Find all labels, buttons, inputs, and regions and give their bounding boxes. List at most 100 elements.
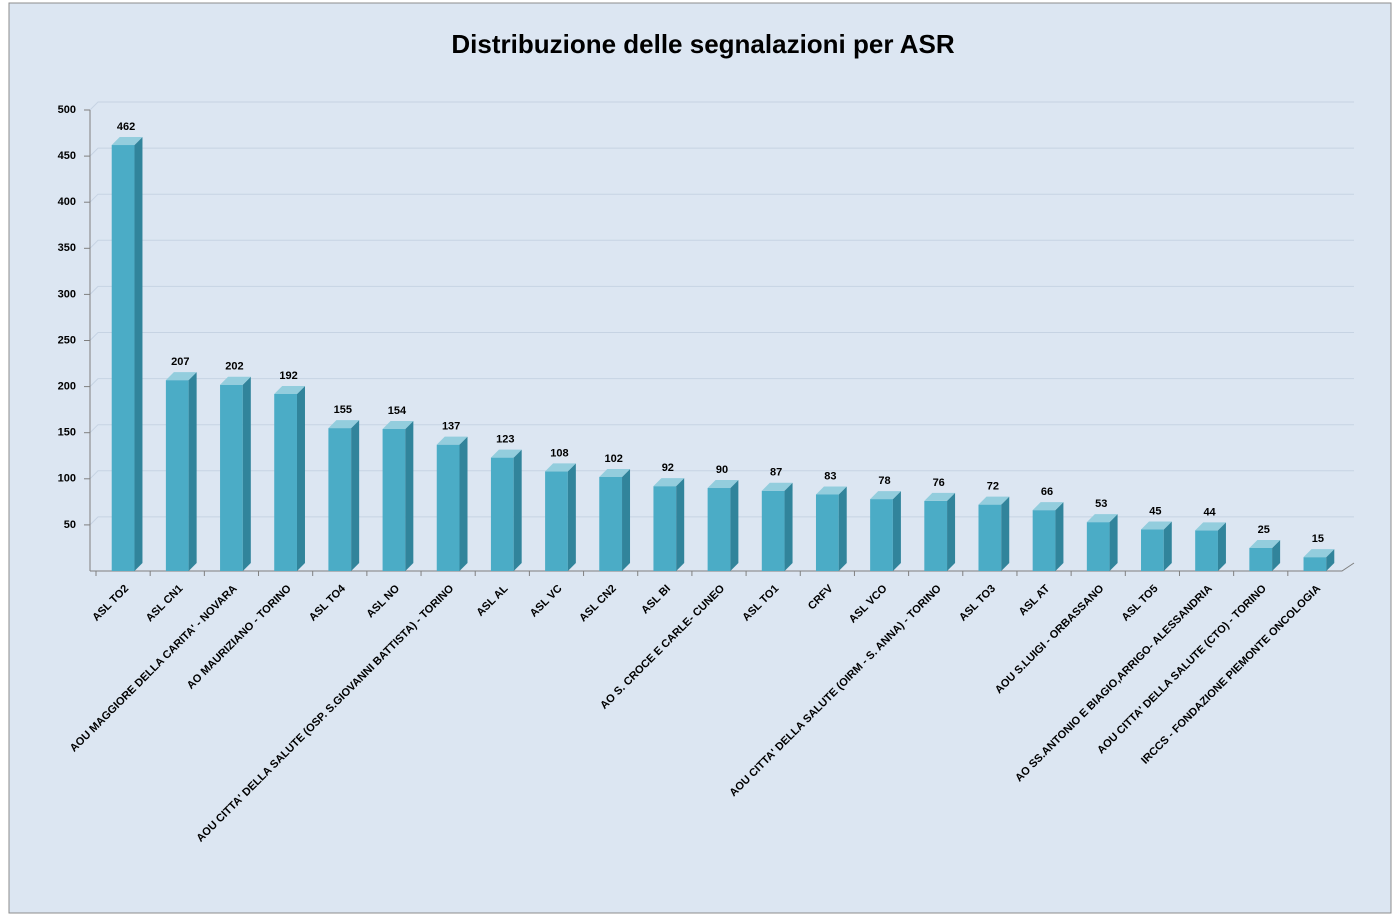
bar bbox=[870, 491, 901, 571]
bar-front bbox=[1032, 510, 1056, 571]
bar-front bbox=[545, 471, 568, 571]
bar-side bbox=[892, 491, 901, 571]
chart-title: Distribuzione delle segnalazioni per ASR bbox=[451, 29, 954, 59]
bar-top bbox=[1086, 514, 1118, 523]
bar-side bbox=[513, 449, 522, 571]
grid-line bbox=[89, 101, 1354, 111]
bar-side bbox=[1055, 502, 1064, 571]
grid-line bbox=[89, 147, 1354, 157]
bar bbox=[761, 482, 793, 571]
y-tick-label: 50 bbox=[64, 519, 76, 531]
bar-top bbox=[1032, 502, 1064, 511]
data-label: 76 bbox=[933, 477, 945, 489]
bar-side bbox=[1326, 549, 1335, 571]
data-label: 87 bbox=[770, 467, 782, 479]
bar bbox=[220, 376, 251, 571]
y-tick-label: 500 bbox=[58, 104, 76, 116]
data-label: 90 bbox=[716, 464, 728, 476]
grid-line bbox=[89, 285, 1354, 295]
bar-side bbox=[947, 492, 956, 571]
bar-top bbox=[707, 480, 739, 489]
data-label: 78 bbox=[878, 475, 890, 487]
bar-top bbox=[436, 436, 468, 445]
bar-top bbox=[111, 137, 143, 146]
bar-top bbox=[328, 420, 360, 429]
data-label: 72 bbox=[987, 481, 999, 493]
bar bbox=[165, 372, 197, 571]
bar-front bbox=[490, 457, 514, 571]
bar-top bbox=[1141, 521, 1172, 530]
bar-side bbox=[1217, 522, 1226, 571]
bar-side bbox=[1272, 539, 1281, 571]
bar bbox=[1195, 522, 1226, 571]
bar-front bbox=[707, 488, 731, 571]
bar-side bbox=[459, 436, 468, 571]
grid-line bbox=[89, 424, 1354, 434]
bar-side bbox=[676, 478, 685, 571]
bar-front bbox=[1195, 530, 1218, 571]
bar-top bbox=[382, 421, 414, 430]
bar bbox=[599, 468, 631, 571]
bar-side bbox=[405, 421, 414, 571]
data-label: 137 bbox=[442, 421, 460, 433]
bar bbox=[815, 486, 847, 571]
bar bbox=[111, 137, 143, 571]
bar-top bbox=[490, 449, 522, 458]
bar bbox=[1141, 521, 1172, 571]
bar bbox=[328, 420, 360, 571]
data-label: 44 bbox=[1203, 506, 1216, 518]
bar-top bbox=[1195, 522, 1226, 531]
bar-side bbox=[134, 137, 143, 571]
grid-line bbox=[89, 378, 1354, 387]
data-label: 154 bbox=[388, 405, 407, 417]
bar-top bbox=[599, 468, 631, 477]
bar-top bbox=[978, 496, 1010, 505]
bar-front bbox=[815, 494, 839, 571]
bar-side bbox=[1163, 521, 1172, 571]
data-label: 102 bbox=[604, 453, 622, 465]
bar-top bbox=[1303, 549, 1335, 558]
bar-front bbox=[599, 476, 623, 571]
bar-front bbox=[1141, 529, 1164, 571]
y-tick-label: 100 bbox=[58, 473, 76, 485]
bar bbox=[1086, 514, 1118, 571]
bar-front bbox=[382, 429, 406, 571]
chart-background bbox=[8, 2, 1392, 914]
bar-top bbox=[924, 492, 956, 501]
bar-front bbox=[978, 504, 1002, 571]
grid-line bbox=[89, 193, 1354, 203]
y-tick-label: 150 bbox=[58, 427, 76, 439]
bar-side bbox=[567, 463, 576, 571]
y-tick-label: 250 bbox=[58, 334, 76, 346]
data-label: 83 bbox=[824, 470, 836, 482]
bar-front bbox=[436, 444, 460, 571]
bar bbox=[490, 449, 522, 571]
y-tick-label: 350 bbox=[58, 242, 76, 254]
bar-top bbox=[653, 478, 685, 487]
bar-front bbox=[924, 500, 948, 571]
bar-side bbox=[242, 376, 251, 571]
data-label: 207 bbox=[171, 356, 189, 368]
bar bbox=[1303, 549, 1335, 571]
bar bbox=[978, 496, 1010, 571]
bar-top bbox=[545, 463, 576, 472]
bar bbox=[274, 385, 305, 571]
data-label: 92 bbox=[662, 462, 674, 474]
bar-top bbox=[165, 372, 197, 381]
bar-top bbox=[220, 376, 251, 385]
grid-line bbox=[89, 332, 1354, 341]
bar-side bbox=[1109, 514, 1118, 571]
bar-top bbox=[761, 482, 793, 491]
data-label: 155 bbox=[334, 404, 352, 416]
bar bbox=[924, 492, 956, 571]
bar-front bbox=[274, 393, 297, 571]
data-label: 45 bbox=[1149, 505, 1161, 517]
bar bbox=[436, 436, 468, 571]
bar-front bbox=[653, 486, 677, 571]
data-label: 25 bbox=[1258, 524, 1270, 536]
bar bbox=[1032, 502, 1064, 571]
bar-front bbox=[165, 380, 189, 571]
bar bbox=[545, 463, 576, 571]
data-label: 462 bbox=[117, 121, 135, 133]
bar-side bbox=[784, 482, 793, 571]
